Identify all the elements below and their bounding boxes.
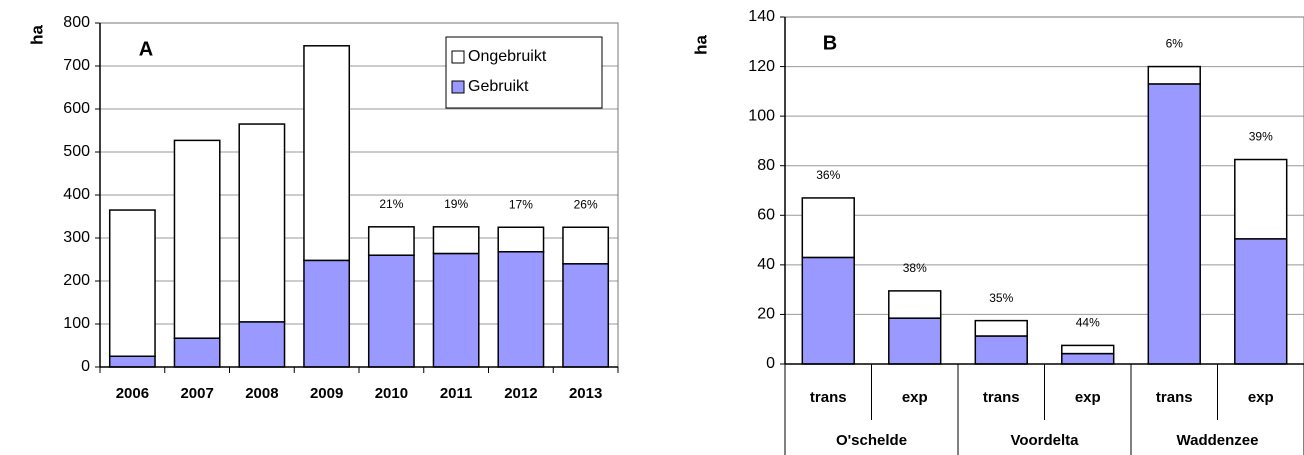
x-tick-label: 2007 <box>180 385 213 402</box>
bar-segment <box>367 226 415 256</box>
bar-segment <box>108 355 156 368</box>
group-label: Voordelta <box>1010 432 1079 449</box>
bar-segment <box>888 317 942 365</box>
bar-segment <box>974 335 1028 365</box>
x-tick-label: trans <box>983 389 1020 406</box>
y-tick-label: 400 <box>63 186 90 203</box>
bar-segment <box>1234 238 1288 365</box>
bar-segment <box>1061 344 1115 355</box>
bar-segment <box>888 290 942 319</box>
legend-label: Ongebruikt <box>468 48 547 65</box>
bar-segment <box>1061 352 1115 365</box>
bar-segment <box>497 251 545 368</box>
legend-swatch <box>451 50 465 64</box>
legend-box <box>445 36 603 109</box>
bar-segment <box>238 123 286 323</box>
bar-segment <box>303 45 351 262</box>
x-tick-label: 2011 <box>440 385 473 402</box>
bar-segment <box>801 256 855 365</box>
y-tick-label: 300 <box>63 229 90 246</box>
bar-segment <box>1147 65 1201 85</box>
bar-segment <box>432 226 480 255</box>
group-label: Waddenzee <box>1177 432 1259 449</box>
bar-segment <box>108 209 156 357</box>
y-tick-label: 100 <box>63 315 90 332</box>
bar-segment <box>173 139 221 339</box>
y-tick-label: 40 <box>757 256 775 273</box>
y-tick-label: 100 <box>748 107 775 124</box>
bar-label: 44% <box>1076 316 1100 330</box>
y-tick-label: 700 <box>63 57 90 74</box>
bar-segment <box>238 321 286 368</box>
bar-label: 38% <box>903 261 927 275</box>
bar-label: 39% <box>1249 130 1273 144</box>
x-tick-label: exp <box>1248 389 1274 406</box>
x-tick-label: exp <box>902 389 928 406</box>
bar-label: 35% <box>989 291 1013 305</box>
y-tick-label: 600 <box>63 100 90 117</box>
bar-segment <box>303 259 351 368</box>
y-axis-label: ha <box>691 35 710 55</box>
bar-label: 17% <box>509 197 533 211</box>
bar-segment <box>1234 158 1288 240</box>
x-tick-label: trans <box>810 389 847 406</box>
y-tick-label: 60 <box>757 207 775 224</box>
bar-segment <box>497 226 545 253</box>
y-tick-label: 200 <box>63 272 90 289</box>
bar-label: 19% <box>444 197 468 211</box>
bar-segment <box>367 254 415 368</box>
panel-label: A <box>139 38 153 60</box>
x-tick-label: 2013 <box>569 385 602 402</box>
y-tick-label: 0 <box>766 355 775 372</box>
bar-label: 36% <box>816 168 840 182</box>
bar-segment <box>562 226 610 265</box>
bar-label: 21% <box>379 197 403 211</box>
bar-segment <box>801 197 855 259</box>
x-tick-label: 2010 <box>375 385 408 402</box>
y-tick-label: 500 <box>63 143 90 160</box>
y-tick-label: 800 <box>63 14 90 31</box>
y-tick-label: 120 <box>748 58 775 75</box>
y-tick-label: 140 <box>748 8 775 25</box>
bar-label: 26% <box>574 197 598 211</box>
bar-segment <box>1147 83 1201 365</box>
bar-label: 6% <box>1166 37 1184 51</box>
x-tick-label: 2009 <box>310 385 343 402</box>
x-tick-label: trans <box>1156 389 1193 406</box>
x-tick-label: 2012 <box>504 385 537 402</box>
group-label: O'schelde <box>836 432 907 449</box>
plot-frame <box>784 16 1304 365</box>
legend-label: Gebruikt <box>468 78 529 95</box>
x-tick-label: 2006 <box>116 385 149 402</box>
x-tick-label: exp <box>1075 389 1101 406</box>
bar-segment <box>432 252 480 368</box>
bar-segment <box>562 263 610 368</box>
y-tick-label: 0 <box>81 358 90 375</box>
x-tick-label: 2008 <box>245 385 278 402</box>
panel-label: B <box>823 32 837 54</box>
y-tick-label: 20 <box>757 306 775 323</box>
bar-segment <box>173 337 221 368</box>
y-tick-label: 80 <box>757 157 775 174</box>
y-axis-label: ha <box>27 25 46 45</box>
bar-segment <box>974 319 1028 337</box>
legend-swatch <box>451 80 465 94</box>
